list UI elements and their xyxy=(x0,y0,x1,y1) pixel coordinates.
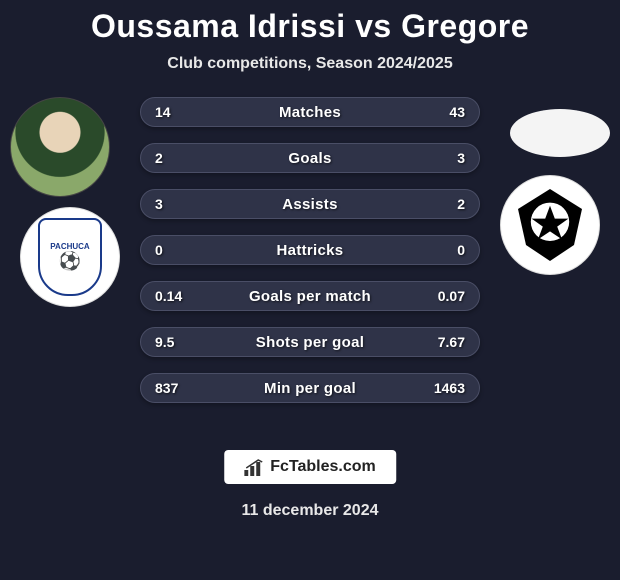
stat-label: Goals per match xyxy=(249,288,371,305)
stat-right-value: 7.67 xyxy=(438,334,465,350)
stat-left-value: 9.5 xyxy=(155,334,174,350)
stat-row-hattricks: 0 Hattricks 0 xyxy=(140,235,480,265)
stat-label: Hattricks xyxy=(277,242,344,259)
stat-left-value: 2 xyxy=(155,150,163,166)
stat-label: Min per goal xyxy=(264,380,356,397)
stat-label: Shots per goal xyxy=(256,334,364,351)
stat-right-value: 0.07 xyxy=(438,288,465,304)
stat-left-value: 14 xyxy=(155,104,171,120)
botafogo-crest-icon xyxy=(510,185,590,265)
stat-row-goals-per-match: 0.14 Goals per match 0.07 xyxy=(140,281,480,311)
stat-row-min-per-goal: 837 Min per goal 1463 xyxy=(140,373,480,403)
stat-row-goals: 2 Goals 3 xyxy=(140,143,480,173)
stat-row-matches: 14 Matches 43 xyxy=(140,97,480,127)
stat-right-value: 2 xyxy=(457,196,465,212)
comparison-card: Oussama Idrissi vs Gregore Club competit… xyxy=(0,0,620,580)
stat-left-value: 3 xyxy=(155,196,163,212)
club-left-badge: PACHUCA ⚽ xyxy=(20,207,120,307)
stat-right-value: 43 xyxy=(449,104,465,120)
stat-left-value: 0.14 xyxy=(155,288,182,304)
site-name: FcTables.com xyxy=(270,458,376,476)
page-title: Oussama Idrissi vs Gregore xyxy=(91,8,529,45)
chart-icon xyxy=(244,458,264,476)
footer-date: 11 december 2024 xyxy=(242,502,379,520)
page-subtitle: Club competitions, Season 2024/2025 xyxy=(167,55,452,73)
player-right-avatar xyxy=(510,109,610,157)
player-left-avatar xyxy=(10,97,110,197)
stat-right-value: 3 xyxy=(457,150,465,166)
site-badge[interactable]: FcTables.com xyxy=(224,450,396,484)
club-right-badge xyxy=(500,175,600,275)
stat-row-shots-per-goal: 9.5 Shots per goal 7.67 xyxy=(140,327,480,357)
stat-row-assists: 3 Assists 2 xyxy=(140,189,480,219)
stat-label: Goals xyxy=(288,150,331,167)
stat-label: Matches xyxy=(279,104,341,121)
pachuca-crest-icon: PACHUCA ⚽ xyxy=(38,218,102,296)
stat-left-value: 0 xyxy=(155,242,163,258)
stat-right-value: 1463 xyxy=(434,380,465,396)
comparison-bars: 14 Matches 43 2 Goals 3 3 Assists 2 0 Ha… xyxy=(140,97,480,403)
stat-left-value: 837 xyxy=(155,380,178,396)
stat-label: Assists xyxy=(282,196,337,213)
stat-right-value: 0 xyxy=(457,242,465,258)
